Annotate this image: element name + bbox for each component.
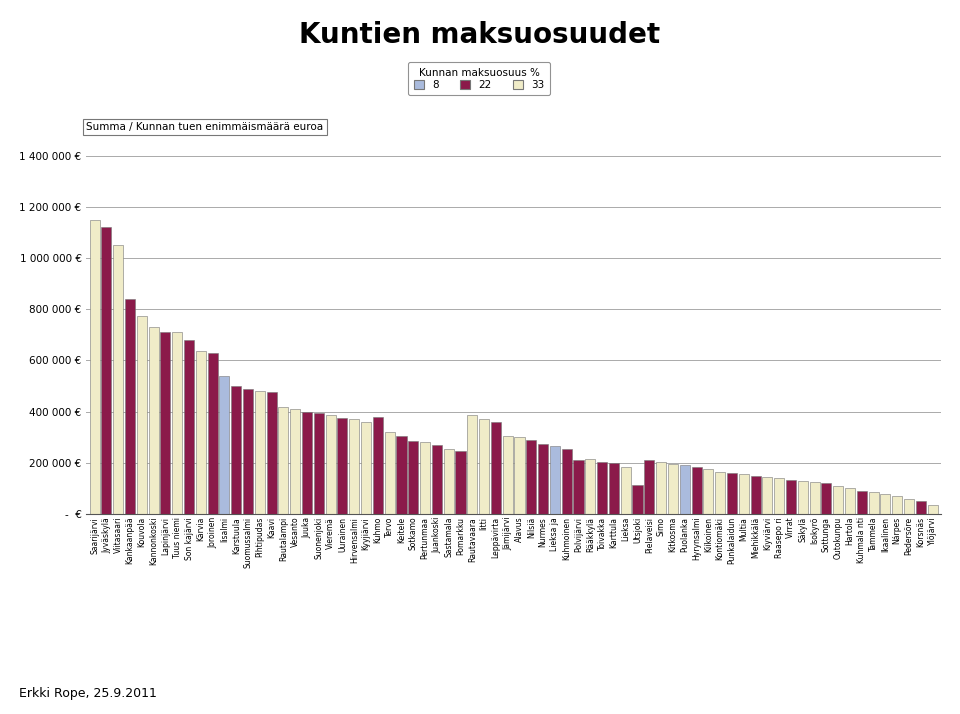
Bar xyxy=(704,469,713,514)
Bar xyxy=(880,493,890,514)
Bar xyxy=(927,505,938,514)
Bar xyxy=(644,461,655,514)
Bar xyxy=(786,480,796,514)
Bar xyxy=(479,419,489,514)
Bar xyxy=(539,443,548,514)
Text: Summa / Kunnan tuen enimmäismäärä euroa: Summa / Kunnan tuen enimmäismäärä euroa xyxy=(86,121,324,131)
Bar xyxy=(396,436,406,514)
Text: Erkki Rope, 25.9.2011: Erkki Rope, 25.9.2011 xyxy=(19,687,157,700)
Bar xyxy=(361,422,372,514)
Bar xyxy=(715,472,725,514)
Bar xyxy=(455,451,466,514)
Bar xyxy=(338,418,348,514)
Bar xyxy=(904,498,914,514)
Bar xyxy=(809,482,820,514)
Bar xyxy=(738,474,749,514)
Bar xyxy=(125,299,135,514)
Bar xyxy=(609,463,619,514)
Bar xyxy=(420,443,430,514)
Bar xyxy=(727,473,737,514)
Bar xyxy=(869,493,878,514)
Bar xyxy=(656,461,666,514)
Bar xyxy=(243,388,253,514)
Bar xyxy=(314,413,324,514)
Bar xyxy=(290,409,300,514)
Bar xyxy=(302,412,312,514)
Bar xyxy=(562,449,572,514)
Bar xyxy=(621,467,631,514)
Bar xyxy=(892,496,902,514)
Bar xyxy=(102,227,111,514)
Bar xyxy=(278,406,289,514)
Bar xyxy=(160,332,171,514)
Bar xyxy=(503,436,513,514)
Bar xyxy=(231,386,241,514)
Bar xyxy=(798,481,807,514)
Bar xyxy=(444,449,454,514)
Bar xyxy=(573,461,584,514)
Bar xyxy=(113,245,123,514)
Bar xyxy=(597,461,607,514)
Text: Kuntien maksuosuudet: Kuntien maksuosuudet xyxy=(300,21,660,49)
Bar xyxy=(468,416,477,514)
Bar xyxy=(196,351,205,514)
Bar xyxy=(822,483,831,514)
Bar xyxy=(833,486,843,514)
Bar xyxy=(691,467,702,514)
Bar xyxy=(491,422,501,514)
Bar xyxy=(149,327,158,514)
Bar xyxy=(172,332,182,514)
Bar xyxy=(526,440,537,514)
Bar xyxy=(254,391,265,514)
Bar xyxy=(774,478,784,514)
Bar xyxy=(89,220,100,514)
Bar xyxy=(668,464,678,514)
Bar xyxy=(916,501,925,514)
Bar xyxy=(184,340,194,514)
Bar xyxy=(680,466,689,514)
Bar xyxy=(762,477,773,514)
Bar xyxy=(432,445,442,514)
Bar xyxy=(550,446,560,514)
Bar xyxy=(845,488,855,514)
Legend: 8, 22, 33: 8, 22, 33 xyxy=(408,62,550,96)
Bar xyxy=(385,432,395,514)
Bar xyxy=(349,419,359,514)
Bar xyxy=(856,491,867,514)
Bar xyxy=(372,417,383,514)
Bar xyxy=(137,316,147,514)
Bar xyxy=(751,476,760,514)
Bar xyxy=(586,459,595,514)
Bar xyxy=(408,441,419,514)
Bar xyxy=(633,485,642,514)
Bar xyxy=(220,376,229,514)
Bar xyxy=(325,416,336,514)
Bar xyxy=(267,393,276,514)
Bar xyxy=(515,437,524,514)
Bar xyxy=(207,353,218,514)
